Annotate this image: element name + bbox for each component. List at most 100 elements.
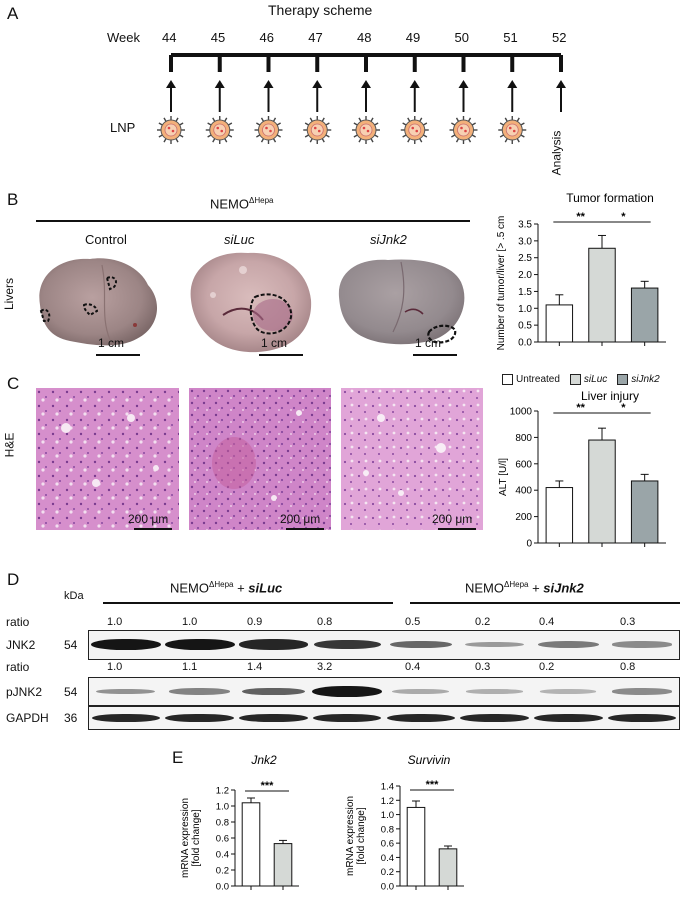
y-tick-label: 1.0 [518, 304, 532, 315]
chart-title: Liver injury [581, 389, 639, 403]
group2-treat: siJnk2 [543, 580, 584, 596]
group1-prefix: NEMO [170, 580, 209, 596]
y-tick-label: 2.0 [518, 270, 532, 281]
dose-arrow-head [214, 80, 225, 88]
scale-bar-he-1 [134, 528, 172, 530]
week-number: 47 [308, 30, 323, 45]
y-tick-label: 1.5 [518, 287, 532, 298]
bar [630, 287, 659, 343]
blot-band [392, 689, 450, 694]
y-tick-label: 0.0 [518, 338, 532, 349]
blot-band [164, 639, 235, 650]
ratio-value: 3.2 [317, 661, 333, 673]
ratio-value: 0.4 [405, 661, 421, 673]
he-row-label-wrap: H&E [2, 418, 21, 478]
ratio-value: 0.9 [247, 616, 263, 628]
blot-band [169, 688, 230, 695]
group1-sup: ΔHepa [209, 580, 234, 589]
chart-title: Jnk2 [250, 753, 277, 767]
scale-bar-he-2 [286, 528, 324, 530]
scale-bar-liver-3 [413, 354, 457, 356]
bar [273, 843, 293, 887]
blot-band [386, 714, 456, 722]
group1-plus: + [233, 580, 249, 596]
blot-band [460, 714, 529, 722]
panel-label-d: D [7, 570, 20, 589]
chart-ylabel: Number of tumor/liver [> .5 cm [496, 216, 507, 351]
chart-jnk2-mrna: Jnk2 mRNA expression [fold change] 0.0 0.2 0.… [180, 753, 299, 893]
ratio-value: 0.8 [317, 616, 333, 628]
week-number: 46 [259, 30, 274, 45]
group-line [36, 220, 470, 222]
livers-row-label: Livers [2, 277, 17, 311]
chart-ylabel: ALT [U/l] [498, 458, 509, 496]
blot-pjnk2 [88, 677, 680, 706]
scheme-title: Therapy scheme [268, 2, 373, 18]
significance-label: *** [426, 779, 440, 791]
y-tick-label: 1.0 [216, 802, 229, 813]
ratio-value: 1.1 [182, 661, 198, 673]
lnp-particle-icon [303, 116, 332, 144]
y-tick-label: 800 [515, 433, 532, 444]
y-tick-label: 0.0 [381, 882, 394, 893]
y-tick-label: 0.8 [216, 818, 229, 829]
y-tick-label: 0.4 [216, 850, 229, 861]
y-tick-label: 200 [515, 512, 532, 523]
blot-band [612, 641, 672, 648]
blot-band [312, 714, 382, 722]
panel-label-b: B [7, 190, 19, 209]
lnp-particle-icon [352, 116, 380, 144]
y-tick-label: 1.4 [381, 782, 394, 793]
chart-title: Survivin [408, 753, 451, 767]
group1-line [103, 602, 393, 604]
scale-label-he-2: 200 μm [280, 512, 321, 526]
week-number: 44 [162, 30, 177, 45]
group2-plus: + [528, 580, 544, 596]
ratio-value: 1.0 [182, 616, 198, 628]
week-number: 52 [552, 30, 567, 45]
y-tick-label: 2.5 [518, 253, 532, 264]
blot-band [607, 714, 677, 722]
ratio-label-pjnk2: ratio [6, 660, 30, 674]
group2-sup: ΔHepa [504, 580, 529, 589]
y-tick-label: 0.6 [216, 834, 229, 845]
lnp-particle-icon [449, 116, 478, 144]
blot-band [540, 689, 597, 694]
ratio-value: 1.0 [107, 661, 123, 673]
lnp-particle-icon [205, 116, 234, 144]
week-number: 49 [405, 30, 421, 45]
ratio-value: 0.8 [620, 661, 636, 673]
ratio-value: 0.3 [620, 616, 636, 628]
dose-arrow-head [409, 80, 420, 88]
scale-label-liver-3: 1 cm [415, 336, 442, 350]
bar [545, 304, 574, 343]
western-group1-title: NEMOΔHepa + siLuc [170, 580, 282, 595]
legend-label-sijnk2: siJnk2 [631, 374, 660, 385]
scale-label-he-3: 200 μm [432, 512, 473, 526]
panel-label-c: C [7, 374, 20, 393]
scale-label-he-1: 200 μm [128, 512, 169, 526]
chart-ylabel: [fold change] [191, 809, 202, 866]
group2-prefix: NEMO [465, 580, 504, 596]
blot-band [465, 641, 524, 648]
bar [588, 247, 616, 343]
panel-label-e: E [172, 748, 184, 767]
y-tick-label: 0.0 [216, 882, 229, 893]
week-number: 48 [357, 30, 372, 45]
lnp-label: LNP [110, 120, 136, 135]
y-tick-label: 1000 [510, 407, 533, 418]
y-tick-label: 0.4 [381, 853, 394, 864]
kda-label: kDa [64, 590, 84, 602]
legend-item-untreated: Untreated [502, 374, 560, 385]
y-tick-label: 0.6 [381, 839, 394, 850]
bar [438, 848, 458, 887]
panel-label-a: A [7, 4, 19, 23]
legend-swatch-siluc [569, 374, 581, 385]
chart-tumor-formation: Tumor formation Number of tumor/liver [> … [496, 191, 666, 351]
bar [588, 439, 616, 544]
dose-arrow-head [361, 80, 371, 88]
liver-photo-control [39, 258, 158, 346]
y-tick-label: 0 [526, 539, 532, 550]
condition-sijnk2: siJnk2 [370, 232, 407, 247]
